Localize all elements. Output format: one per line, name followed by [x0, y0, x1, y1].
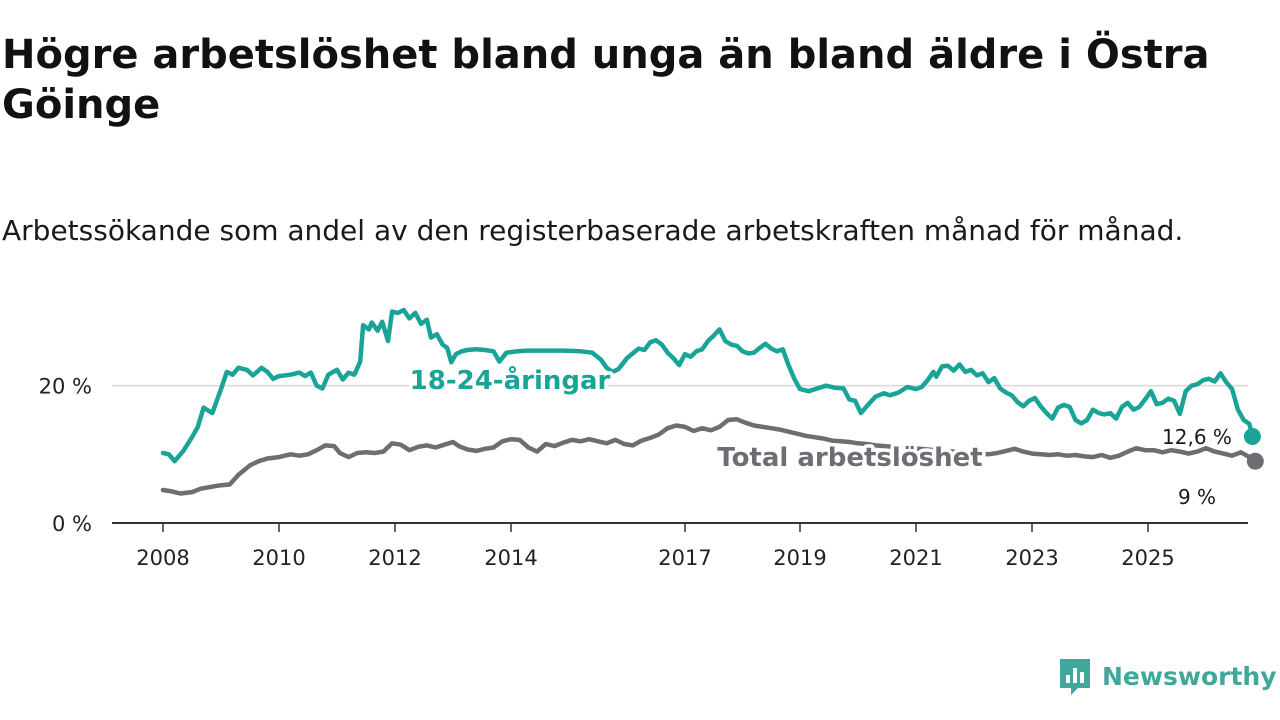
y-tick-label: 0 % [52, 512, 92, 536]
series-lines [160, 307, 1264, 496]
newsworthy-brand[interactable]: Newsworthy [1058, 655, 1277, 697]
newsworthy-logo-icon [1060, 659, 1090, 695]
x-tick-label: 2014 [484, 546, 537, 570]
x-tick-label: 2021 [889, 546, 942, 570]
y-tick-label: 20 % [39, 375, 92, 399]
brand-name: Newsworthy [1102, 661, 1277, 691]
chart-title: Högre arbetslöshet bland unga än bland ä… [2, 32, 1210, 128]
end-value-label-total: 9 % [1178, 485, 1216, 509]
series-line-youth [160, 307, 1255, 464]
series-line-total [160, 417, 1258, 496]
axes: 0 % 20 % 2008 2010 2012 2014 2017 2019 2021 2023 2… [39, 375, 1248, 570]
x-tick-label: 2025 [1121, 546, 1174, 570]
end-marker-total [1246, 452, 1264, 470]
series-labels: 18-24-åringar 12,6 % Total arbetslöshet 9 % [406, 361, 1234, 512]
x-tick-label: 2008 [136, 546, 189, 570]
x-tick-label: 2012 [368, 546, 421, 570]
end-value-label-youth: 12,6 % [1162, 425, 1232, 449]
x-tick-label: 2019 [773, 546, 826, 570]
end-marker-youth [1243, 427, 1261, 445]
series-label-youth: 18-24-åringar [410, 364, 611, 396]
x-tick-label: 2010 [252, 546, 305, 570]
x-tick-label: 2017 [658, 546, 711, 570]
x-tick-label: 2023 [1005, 546, 1058, 570]
chart-subtitle: Arbetssökande som andel av den registerb… [2, 214, 1184, 247]
series-label-total: Total arbetslöshet [717, 443, 982, 473]
